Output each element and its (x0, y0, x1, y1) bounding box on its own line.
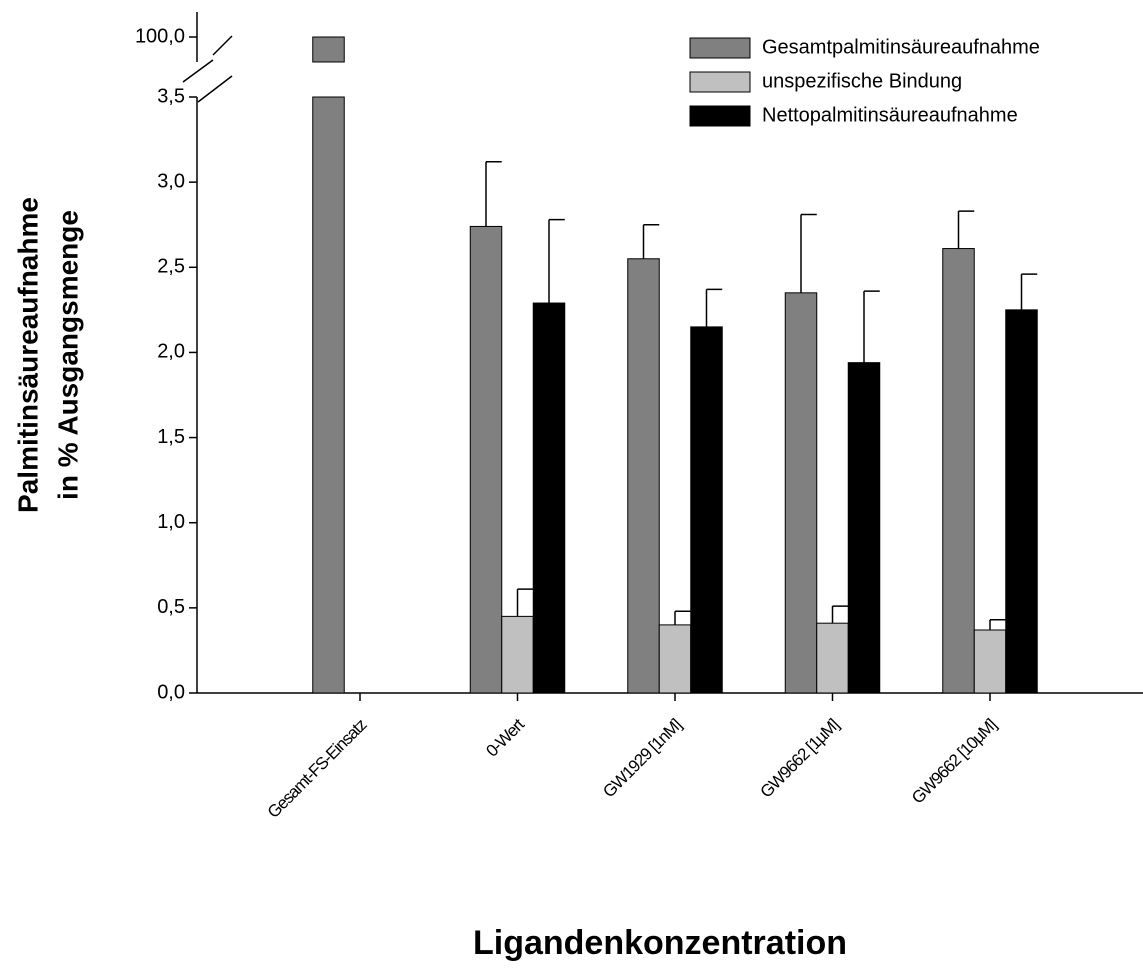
bar (1005, 309, 1038, 694)
axis-break (197, 75, 233, 103)
bar-lower (312, 96, 345, 694)
bar (784, 292, 818, 694)
error-bar (516, 588, 534, 617)
axis-break (212, 35, 233, 56)
bar (690, 326, 723, 694)
y-tick-label: 0,5 (157, 596, 185, 618)
y-tick-label: 2,0 (157, 341, 185, 363)
error-bar (863, 290, 880, 363)
axis-break (182, 59, 214, 83)
y-axis-label: in % Ausgangsmenge (52, 210, 83, 500)
error-bar (705, 288, 723, 327)
x-tick-label: GW9662 [1µM] (756, 715, 842, 801)
bar (312, 36, 345, 63)
bar (627, 258, 660, 694)
y-tick-label: 0,0 (157, 681, 185, 703)
error-bar (548, 218, 565, 304)
y-axis-label: Palmitinsäureaufnahme (12, 197, 43, 513)
bar (658, 624, 692, 694)
error-bar (642, 223, 660, 259)
legend-label: Nettopalmitinsäureaufnahme (762, 104, 1018, 126)
y-tick-label: 1,5 (157, 426, 185, 448)
error-bar (800, 213, 817, 293)
x-tick-label: Gesamt-FS-Einsatz (264, 715, 371, 822)
x-axis-label: Ligandenkonzentration (473, 924, 847, 962)
error-bar (674, 610, 691, 625)
bar (501, 615, 534, 694)
bar (469, 225, 503, 694)
y-tick-label: 100,0 (135, 25, 185, 47)
y-tick-label: 3,5 (157, 85, 185, 107)
bar (942, 248, 975, 694)
error-bar (1020, 273, 1038, 310)
legend-swatch (689, 37, 751, 59)
bar (816, 622, 849, 694)
error-bar (485, 160, 502, 227)
bar (532, 302, 566, 694)
legend-label: unspezifische Bindung (762, 70, 962, 92)
y-tick-label: 1,0 (157, 511, 185, 533)
bar (847, 362, 881, 694)
x-tick-label: 0-Wert (482, 715, 528, 761)
legend-label: Gesamtpalmitinsäureaufnahme (762, 36, 1040, 58)
legend-swatch (689, 71, 751, 93)
error-bar (957, 210, 975, 249)
error-bar (989, 619, 1006, 630)
y-tick-label: 2,5 (157, 256, 185, 278)
y-tick-label: 3,0 (157, 170, 185, 192)
bar (973, 629, 1007, 694)
x-tick-label: GW9662 [10µM] (908, 715, 1000, 807)
x-tick-label: GW1929 [1nM] (599, 715, 685, 801)
legend-swatch (689, 105, 751, 127)
error-bar (831, 605, 849, 624)
